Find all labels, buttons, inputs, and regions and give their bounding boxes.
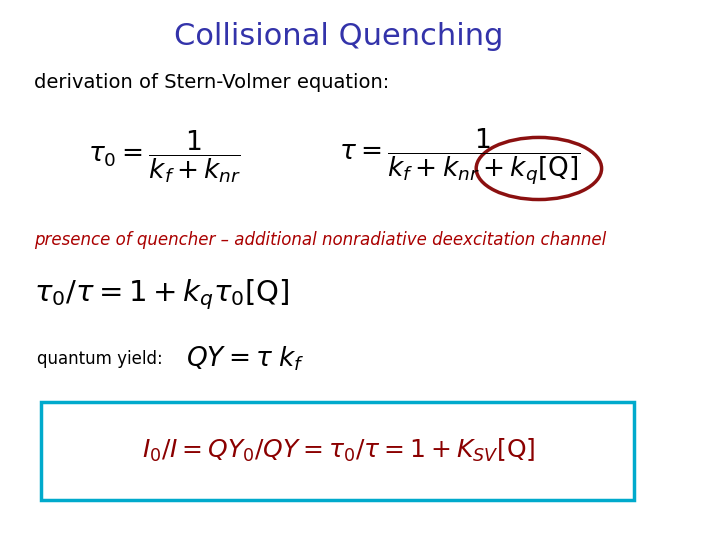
- Text: Collisional Quenching: Collisional Quenching: [174, 22, 503, 51]
- Text: presence of quencher – additional nonradiative deexcitation channel: presence of quencher – additional nonrad…: [34, 231, 606, 249]
- Text: quantum yield:: quantum yield:: [37, 350, 174, 368]
- FancyBboxPatch shape: [40, 402, 634, 500]
- Text: $\tau = \dfrac{1}{k_f + k_{nr} +k_q[\mathrm{Q}]}$: $\tau = \dfrac{1}{k_f + k_{nr} +k_q[\mat…: [339, 126, 581, 187]
- Text: $QY = \tau\; k_f$: $QY = \tau\; k_f$: [186, 345, 305, 373]
- Text: $I_0/I = QY_0/QY = \tau_0/\tau = 1 + K_{SV}[\mathrm{Q}]$: $I_0/I = QY_0/QY = \tau_0/\tau = 1 + K_{…: [143, 437, 536, 464]
- Text: $\tau_0/\tau = 1 + k_q\tau_0[\mathrm{Q}]$: $\tau_0/\tau = 1 + k_q\tau_0[\mathrm{Q}]…: [34, 277, 289, 312]
- Text: derivation of Stern-Volmer equation:: derivation of Stern-Volmer equation:: [34, 73, 389, 92]
- Text: $\tau_0 = \dfrac{1}{k_f + k_{nr}}$: $\tau_0 = \dfrac{1}{k_f + k_{nr}}$: [88, 128, 241, 185]
